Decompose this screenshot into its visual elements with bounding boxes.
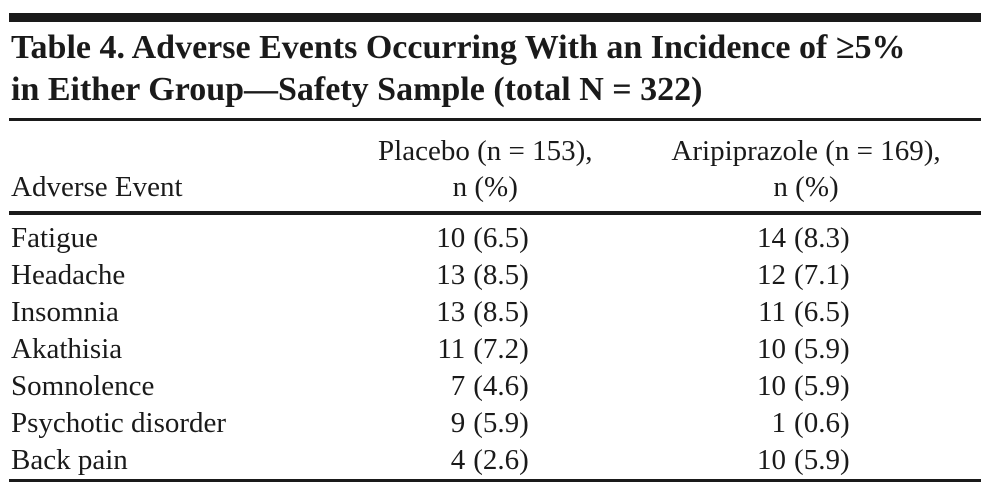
aripiprazole-percent: (5.9) (794, 370, 850, 402)
top-heavy-rule (9, 13, 981, 22)
placebo-count: 13 (436, 259, 466, 291)
table-title-line-2: in Either Group—Safety Sample (total N =… (11, 71, 703, 108)
aripiprazole-value-cell: 10 (5.9) (631, 331, 981, 368)
column-header-aripiprazole: Aripiprazole (n = 169), n (%) (631, 121, 981, 215)
table-row: Fatigue 10 (6.5) 14 (8.3) (9, 213, 981, 257)
aripiprazole-value-cell: 10 (5.9) (631, 368, 981, 405)
table-row: Somnolence 7 (4.6) 10 (5.9) (9, 368, 981, 405)
placebo-percent: (7.2) (473, 333, 529, 365)
placebo-value-cell: 4 (2.6) (339, 442, 631, 481)
placebo-percent: (5.9) (473, 407, 529, 439)
adverse-event-cell: Akathisia (11, 333, 123, 365)
placebo-count: 4 (450, 444, 466, 476)
placebo-percent: (2.6) (473, 444, 529, 476)
adverse-event-cell: Fatigue (11, 222, 98, 254)
table-row: Akathisia 11 (7.2) 10 (5.9) (9, 331, 981, 368)
table-row: Psychotic disorder 9 (5.9) 1 (0.6) (9, 405, 981, 442)
adverse-events-table: Adverse Event Placebo (n = 153), n (%) A… (9, 121, 981, 482)
placebo-value-cell: 13 (8.5) (339, 294, 631, 331)
adverse-event-cell: Insomnia (11, 296, 119, 328)
placebo-percent: (8.5) (473, 296, 529, 328)
aripiprazole-percent: (6.5) (794, 296, 850, 328)
placebo-count: 9 (450, 407, 466, 439)
column-header-placebo-line-2: n (%) (452, 171, 518, 203)
placebo-value-cell: 9 (5.9) (339, 405, 631, 442)
aripiprazole-percent: (0.6) (794, 407, 850, 439)
table-row: Insomnia 13 (8.5) 11 (6.5) (9, 294, 981, 331)
aripiprazole-percent: (5.9) (794, 444, 850, 476)
aripiprazole-value-cell: 14 (8.3) (631, 213, 981, 257)
adverse-event-cell: Headache (11, 259, 126, 291)
aripiprazole-value-cell: 12 (7.1) (631, 257, 981, 294)
adverse-event-cell: Psychotic disorder (11, 407, 227, 439)
aripiprazole-value-cell: 11 (6.5) (631, 294, 981, 331)
placebo-count: 13 (436, 296, 466, 328)
table-row: Back pain 4 (2.6) 10 (5.9) (9, 442, 981, 481)
aripiprazole-count: 14 (757, 222, 787, 254)
table-body: Fatigue 10 (6.5) 14 (8.3) Headache 13 (8.5)… (9, 213, 981, 481)
table-row: Headache 13 (8.5) 12 (7.1) (9, 257, 981, 294)
placebo-count: 10 (436, 222, 466, 254)
column-header-placebo: Placebo (n = 153), n (%) (339, 121, 632, 215)
aripiprazole-percent: (7.1) (794, 259, 850, 291)
placebo-count: 7 (450, 370, 466, 402)
column-header-aripiprazole-line-1: Aripiprazole (n = 169), (671, 135, 941, 167)
placebo-value-cell: 7 (4.6) (339, 368, 631, 405)
aripiprazole-value-cell: 10 (5.9) (631, 442, 981, 481)
table-title: Table 4. Adverse Events Occurring With a… (9, 27, 981, 121)
placebo-count: 11 (437, 333, 466, 365)
placebo-percent: (6.5) (473, 222, 529, 254)
placebo-percent: (8.5) (473, 259, 529, 291)
adverse-event-cell: Somnolence (11, 370, 155, 402)
column-header-placebo-line-1: Placebo (n = 153), (378, 135, 593, 167)
aripiprazole-count: 10 (757, 444, 787, 476)
header-row: Adverse Event Placebo (n = 153), n (%) A… (9, 121, 981, 215)
aripiprazole-count: 12 (757, 259, 787, 291)
placebo-value-cell: 10 (6.5) (339, 213, 631, 257)
column-header-adverse-event: Adverse Event (9, 121, 340, 215)
aripiprazole-count: 11 (758, 296, 787, 328)
aripiprazole-percent: (5.9) (794, 333, 850, 365)
adverse-event-cell: Back pain (11, 444, 128, 476)
aripiprazole-value-cell: 1 (0.6) (631, 405, 981, 442)
placebo-percent: (4.6) (473, 370, 529, 402)
aripiprazole-percent: (8.3) (794, 222, 850, 254)
aripiprazole-count: 10 (757, 370, 787, 402)
table-header: Adverse Event Placebo (n = 153), n (%) A… (9, 121, 981, 215)
aripiprazole-count: 10 (757, 333, 787, 365)
table-title-line-1: Table 4. Adverse Events Occurring With a… (11, 29, 906, 66)
placebo-value-cell: 11 (7.2) (339, 331, 631, 368)
placebo-value-cell: 13 (8.5) (339, 257, 631, 294)
column-header-aripiprazole-line-2: n (%) (773, 171, 839, 203)
aripiprazole-count: 1 (771, 407, 787, 439)
